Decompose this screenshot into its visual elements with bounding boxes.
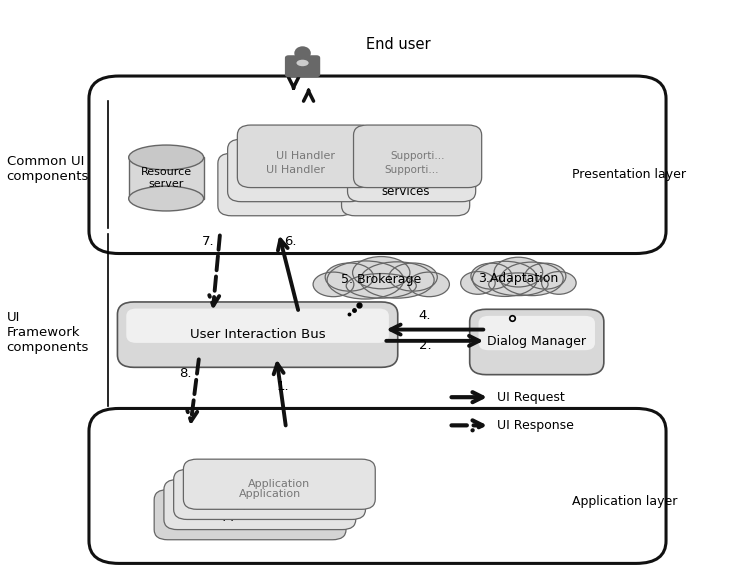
- FancyBboxPatch shape: [128, 158, 204, 199]
- Text: Application: Application: [215, 508, 285, 521]
- Ellipse shape: [525, 263, 566, 289]
- Text: UI Handler: UI Handler: [266, 166, 325, 175]
- Text: Application layer: Application layer: [572, 495, 678, 508]
- Ellipse shape: [471, 263, 512, 289]
- Text: 7.: 7.: [202, 235, 214, 248]
- Text: 8.: 8.: [179, 368, 192, 381]
- Text: User Interaction Bus: User Interaction Bus: [190, 328, 325, 341]
- FancyBboxPatch shape: [218, 153, 353, 216]
- Text: 1.: 1.: [276, 381, 289, 393]
- FancyBboxPatch shape: [285, 55, 320, 77]
- FancyBboxPatch shape: [353, 125, 482, 188]
- FancyBboxPatch shape: [126, 308, 389, 343]
- Ellipse shape: [327, 261, 403, 299]
- Ellipse shape: [541, 271, 576, 294]
- Ellipse shape: [347, 274, 416, 298]
- Ellipse shape: [353, 257, 410, 289]
- Text: Application: Application: [229, 500, 291, 509]
- FancyBboxPatch shape: [164, 480, 356, 530]
- FancyBboxPatch shape: [174, 469, 365, 519]
- FancyBboxPatch shape: [347, 139, 476, 201]
- Ellipse shape: [128, 186, 204, 211]
- Ellipse shape: [294, 46, 311, 60]
- Ellipse shape: [288, 55, 318, 65]
- Text: UI Handler: UI Handler: [276, 151, 334, 162]
- Ellipse shape: [325, 263, 374, 291]
- Text: End user: End user: [366, 37, 431, 52]
- Ellipse shape: [494, 257, 543, 287]
- Ellipse shape: [473, 261, 538, 296]
- Ellipse shape: [461, 271, 495, 294]
- Text: Resource
server: Resource server: [140, 167, 192, 189]
- FancyBboxPatch shape: [89, 409, 666, 563]
- Text: 5. Brokerage: 5. Brokerage: [341, 274, 421, 287]
- Text: Supporti...: Supporti...: [384, 166, 439, 175]
- Ellipse shape: [128, 145, 204, 170]
- FancyBboxPatch shape: [237, 125, 373, 188]
- FancyBboxPatch shape: [118, 302, 398, 368]
- FancyBboxPatch shape: [341, 153, 470, 216]
- Ellipse shape: [488, 273, 548, 296]
- Text: Dialog Manager: Dialog Manager: [487, 336, 586, 348]
- Ellipse shape: [360, 262, 434, 298]
- Text: Application: Application: [239, 489, 300, 500]
- Ellipse shape: [501, 262, 563, 296]
- Text: UI Response: UI Response: [498, 419, 575, 432]
- Text: Application: Application: [248, 479, 310, 489]
- Ellipse shape: [313, 272, 354, 296]
- Text: UI
Framework
components: UI Framework components: [7, 311, 89, 354]
- Text: Presentation layer: Presentation layer: [572, 168, 686, 181]
- Ellipse shape: [297, 60, 309, 66]
- Text: 2.: 2.: [419, 339, 431, 352]
- Text: UI Request: UI Request: [498, 391, 565, 403]
- FancyBboxPatch shape: [183, 459, 375, 509]
- Text: 3.Adaptation: 3.Adaptation: [478, 273, 559, 286]
- Text: 4.: 4.: [419, 310, 431, 323]
- Text: Supporti...: Supporti...: [390, 151, 445, 162]
- Text: Common UI
components: Common UI components: [7, 155, 89, 183]
- Ellipse shape: [408, 272, 449, 296]
- FancyBboxPatch shape: [479, 316, 595, 351]
- Text: 6.: 6.: [284, 235, 296, 248]
- Text: Supporting UI
services: Supporting UI services: [365, 171, 446, 199]
- Text: UI Handler: UI Handler: [253, 178, 319, 191]
- FancyBboxPatch shape: [154, 489, 346, 540]
- FancyBboxPatch shape: [470, 310, 604, 374]
- FancyBboxPatch shape: [89, 76, 666, 254]
- Ellipse shape: [389, 263, 437, 291]
- FancyBboxPatch shape: [227, 139, 363, 201]
